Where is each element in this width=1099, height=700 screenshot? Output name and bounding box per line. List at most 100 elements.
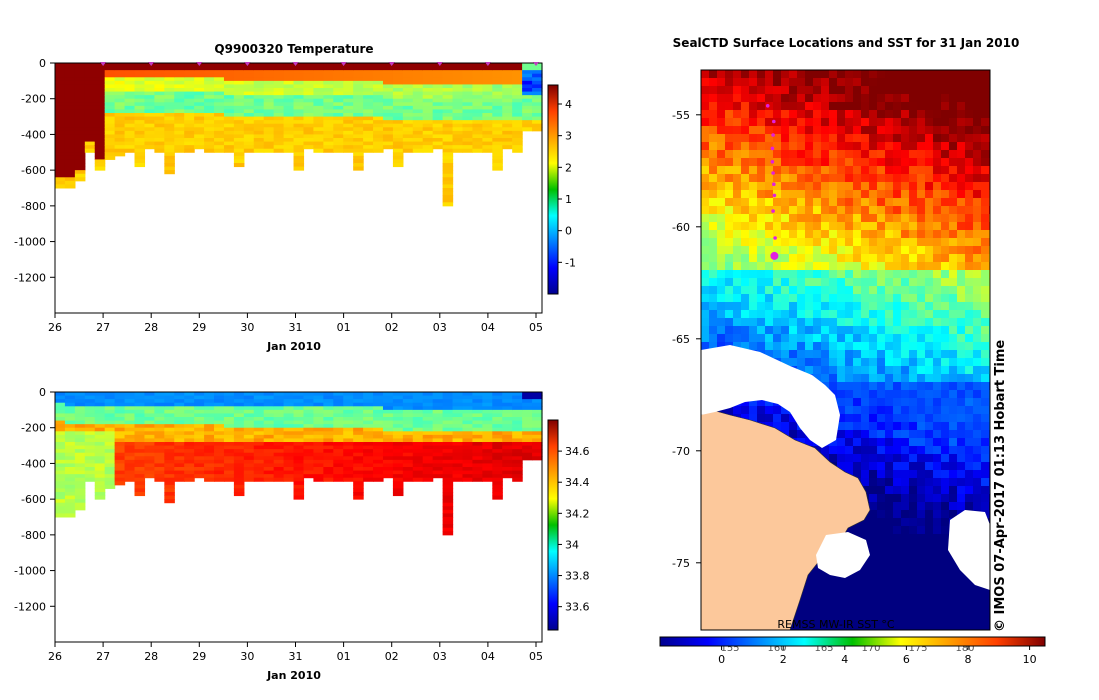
section-cell (512, 467, 523, 472)
sst-cell (949, 286, 957, 294)
sst-cell (845, 286, 853, 294)
sst-cell (893, 310, 901, 318)
sst-cell (789, 126, 797, 134)
section-cell (353, 116, 364, 121)
section-cell (94, 70, 106, 75)
colorbar-tick-label: 0 (565, 225, 572, 238)
sst-cell (957, 326, 965, 334)
section-cell (223, 109, 235, 114)
section-cell (233, 116, 245, 121)
section-cell (84, 80, 96, 85)
sst-cell (717, 238, 725, 246)
section-cell (144, 116, 155, 121)
section-cell (392, 395, 404, 400)
sst-cell (877, 390, 885, 398)
section-cell (462, 409, 474, 414)
sst-cell (949, 254, 957, 262)
section-cell (55, 481, 66, 486)
sst-cell (965, 334, 973, 342)
section-cell (502, 91, 513, 96)
sst-cell (829, 190, 837, 198)
section-cell (55, 70, 66, 75)
sst-cell (917, 422, 925, 430)
section-cell (194, 445, 205, 450)
sst-cell (765, 166, 773, 174)
section-cell (233, 113, 245, 118)
section-cell (273, 95, 285, 100)
sst-cell (845, 126, 853, 134)
sst-cell (869, 150, 877, 158)
sst-cell (869, 478, 877, 486)
sst-cell (837, 214, 845, 222)
section-cell (154, 477, 165, 482)
sst-cell (877, 254, 885, 262)
section-cell (154, 395, 165, 400)
section-cell (502, 63, 513, 68)
section-cell (174, 470, 185, 475)
sst-cell (957, 270, 965, 278)
sst-cell (861, 278, 869, 286)
section-cell (402, 424, 414, 429)
section-cell (472, 449, 483, 454)
sst-cell (861, 462, 869, 470)
sst-cell (789, 166, 797, 174)
section-cell (293, 166, 305, 171)
section-cell (313, 395, 324, 400)
sst-cell (789, 110, 797, 118)
section-cell (184, 98, 195, 103)
x-tick-label: 05 (529, 321, 543, 334)
sst-cell (973, 286, 981, 294)
sst-cell (973, 462, 981, 470)
sst-cell (837, 382, 845, 390)
section-cell (64, 138, 76, 143)
section-cell (532, 73, 543, 78)
section-cell (422, 141, 434, 146)
section-cell (134, 77, 146, 82)
section-cell (442, 180, 454, 185)
section-cell (114, 123, 126, 128)
section-cell (174, 474, 185, 479)
sst-cell (853, 302, 861, 310)
section-cell (94, 152, 106, 157)
section-cell (124, 427, 136, 432)
section-cell (492, 73, 503, 78)
section-cell (313, 84, 324, 89)
sst-cell (941, 462, 949, 470)
section-cell (293, 417, 305, 422)
section-cell (343, 417, 354, 422)
sst-cell (917, 334, 925, 342)
sst-cell (925, 446, 933, 454)
sst-cell (701, 262, 709, 270)
section-cell (382, 392, 394, 397)
section-cell (273, 145, 285, 150)
section-cell (373, 80, 384, 85)
section-cell (154, 438, 165, 443)
section-cell (55, 506, 66, 511)
sst-cell (957, 494, 965, 502)
section-cell (74, 402, 86, 407)
section-cell (243, 130, 255, 135)
sst-cell (741, 318, 749, 326)
section-cell (432, 88, 444, 93)
section-cell (432, 420, 444, 425)
section-cell (293, 406, 305, 411)
section-cell (482, 459, 493, 464)
sst-cell (797, 262, 805, 270)
sst-cell (789, 294, 797, 302)
section-cell (164, 474, 175, 479)
section-cell (55, 63, 66, 68)
x-tick-label: 28 (144, 321, 158, 334)
sst-cell (717, 182, 725, 190)
section-cell (522, 113, 533, 118)
section-cell (214, 113, 225, 118)
section-cell (74, 502, 86, 507)
section-cell (373, 427, 384, 432)
sst-cell (949, 190, 957, 198)
sst-cell (765, 334, 773, 342)
sst-cell (925, 134, 933, 142)
sst-cell (965, 326, 973, 334)
section-cell (452, 424, 464, 429)
section-cell (184, 417, 195, 422)
section-cell (382, 134, 394, 139)
sst-cell (957, 174, 965, 182)
